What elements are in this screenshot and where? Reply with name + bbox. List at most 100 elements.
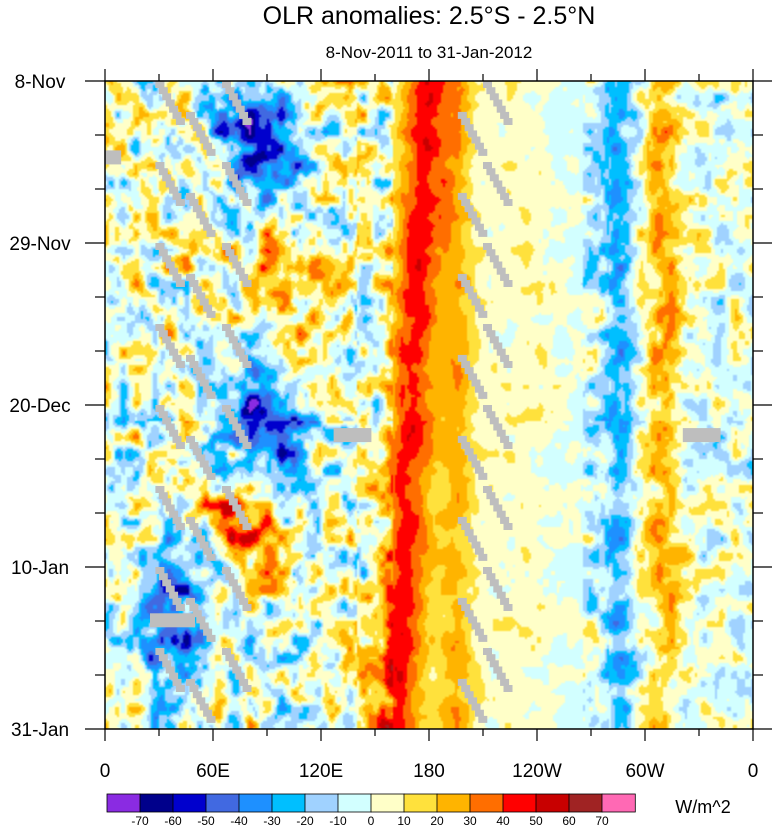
missing-data-cell [203,547,213,555]
missing-data-cell [169,672,179,680]
missing-data-cell [457,435,467,443]
missing-data-cell [165,261,175,269]
missing-data-cell [457,273,467,281]
colorbar-swatch [172,793,207,813]
missing-data-cell [199,217,209,225]
missing-data-cell [500,597,510,605]
missing-data-cell [186,354,195,362]
missing-data-cell [483,81,492,88]
x-tick-label: 180 [413,761,445,782]
missing-data-cell [225,573,235,581]
missing-data-cell [483,648,492,655]
missing-data-cell [232,666,242,674]
missing-data-cell [172,111,182,119]
missing-data-cell [189,523,199,530]
missing-data-cell [239,516,249,524]
missing-data-cell [457,597,467,605]
missing-data-cell [189,685,199,692]
missing-data-cell [228,579,238,587]
missing-data-cell [206,229,216,237]
missing-data-cell [489,498,499,506]
missing-data-cell [222,648,231,655]
missing-data-cell [158,411,168,419]
missing-data-cell [189,118,199,125]
missing-data-cell [203,628,213,636]
missing-data-cell [186,273,195,281]
missing-data-cell [203,142,213,150]
missing-data-cell [242,604,252,611]
missing-data-cell [239,597,249,605]
missing-data-cell [186,516,195,524]
missing-data-cell [493,585,503,593]
missing-data-cell [464,124,474,132]
missing-data-cell [474,628,484,636]
missing-data-cell [235,591,245,599]
missing-data-cell [158,492,168,500]
missing-data-cell [199,136,209,144]
missing-data-cell [196,130,206,138]
x-tick-label: 120E [299,761,343,782]
missing-data-cell [239,192,249,200]
missing-data-cell [189,280,199,287]
missing-data-cell [206,472,216,480]
missing-data-cell [496,186,506,194]
missing-data-cell [471,217,481,225]
missing-data-cell [478,391,488,399]
missing-data-cell [228,417,238,425]
missing-data-bar [150,613,195,628]
missing-data-cell [192,610,202,618]
x-tick-label: 0 [748,761,759,782]
colorbar-level-label: 20 [430,814,444,828]
missing-data-cell [468,130,478,138]
missing-data-cell [457,516,467,524]
missing-data-cell [228,498,238,506]
missing-data-cell [206,391,216,399]
missing-data-cell [222,405,231,412]
missing-data-cell [239,111,249,119]
missing-data-cell [461,604,471,611]
missing-data-cell [486,654,496,662]
missing-data-cell [471,622,481,630]
missing-data-cell [155,162,165,169]
missing-data-cell [493,261,503,269]
x-axis: 0 60E 120E 180 120W 60W 0 [100,69,759,782]
missing-data-bar [682,428,721,443]
missing-data-cell [175,361,185,368]
missing-data-cell [228,660,238,668]
colorbar-level-label: -60 [164,814,182,828]
missing-data-cell [155,405,165,412]
missing-data-cell [461,118,471,125]
missing-data-cell [493,666,503,674]
missing-data-cell [192,124,202,132]
missing-data-cell [486,249,496,257]
missing-data-cell [496,105,506,113]
missing-data-cell [478,472,488,480]
missing-data-cell [496,267,506,275]
missing-data-cell [496,429,506,437]
missing-data-cell [222,162,231,169]
missing-data-cell [199,460,209,468]
missing-data-cell [196,697,206,705]
missing-data-cell [239,435,249,443]
missing-data-cell [471,703,481,711]
missing-data-cell [169,186,179,194]
colorbar-units: W/m^2 [675,797,730,817]
missing-data-cell [189,361,199,368]
missing-data-cell [496,672,506,680]
missing-data-cell [222,486,231,493]
missing-data-cell [242,685,252,692]
missing-data-cell [483,324,492,331]
missing-data-cell [203,466,213,474]
missing-data-cell [222,567,231,574]
missing-data-cell [169,267,179,275]
missing-data-cell [169,105,179,113]
missing-data-cell [464,610,474,618]
colorbar-level-label: -70 [131,814,149,828]
missing-data-cell [199,298,209,306]
colorbar-level-label: 40 [496,814,510,828]
missing-data-cell [222,324,231,331]
missing-data-cell [474,304,484,312]
missing-data-cell [175,523,185,530]
missing-data-cell [165,180,175,188]
